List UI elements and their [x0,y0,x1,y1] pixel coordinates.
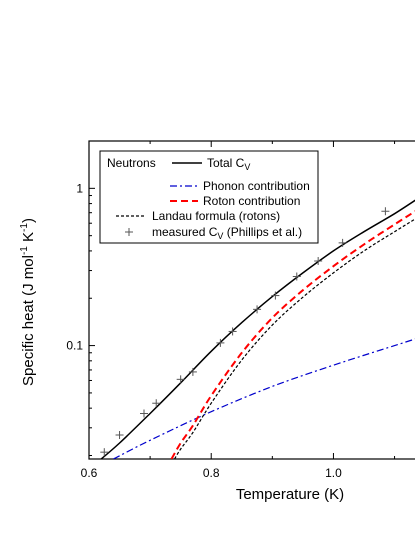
x-tick-label: 1.0 [325,466,342,480]
legend-label-landau: Landau formula (rotons) [152,209,280,223]
legend-label-total: Total CV [207,156,250,172]
series-line-1 [113,338,415,459]
y-tick-label: 0.1 [66,339,83,353]
measured-point-marker [381,207,390,216]
plot-frame [88,140,415,460]
measured-point-marker [140,409,148,418]
measured-point-marker [100,448,109,457]
x-axis-title: Temperature (K) [236,486,344,503]
series-line-2 [170,210,415,459]
measured-point-marker [152,399,161,408]
measured-point-marker [271,291,280,300]
legend: Neutrons Total CV Phonon contribution Ro… [99,150,319,244]
legend-swatch-measured [125,228,133,236]
measured-point-marker [314,257,323,266]
measured-point-marker [176,375,185,384]
measured-point-marker [216,338,225,347]
measured-point-marker [115,431,124,440]
legend-label-roton: Roton contribution [203,194,300,208]
measured-point-marker [292,272,301,281]
measured-point-marker [228,327,237,336]
measured-point-marker [188,367,197,376]
legend-label-measured: measured CV (Phillips et al.) [152,225,302,241]
y-tick-label: 1 [76,181,83,195]
legend-box [99,150,319,244]
x-tick-label: 0.8 [203,466,220,480]
x-tick-label: 0.6 [81,466,98,480]
measured-point-marker [253,305,262,314]
measured-point-marker [338,238,347,247]
markers-layer [100,207,390,457]
legend-label-phonon: Phonon contribution [203,179,310,193]
legend-group-label: Neutrons [107,156,156,170]
series-line-3 [174,218,415,459]
axis-ticks [88,141,396,459]
tick-labels: 0.6 0.8 1.0 0.1 1 [66,181,342,480]
